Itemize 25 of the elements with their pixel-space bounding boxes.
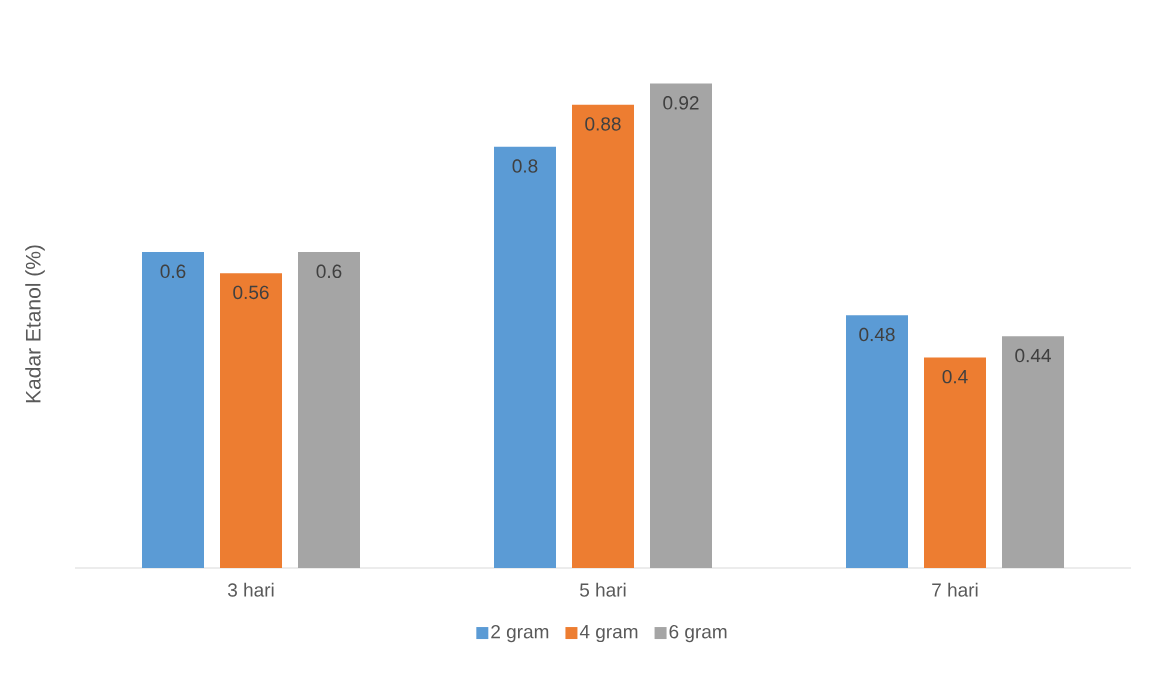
x-tick-label: 3 hari xyxy=(227,582,274,597)
x-tick-label: 5 hari xyxy=(580,582,626,597)
data-label: 0.8 xyxy=(512,159,538,173)
data-label: 0.56 xyxy=(233,285,269,300)
data-label: 0.6 xyxy=(160,264,186,279)
bar xyxy=(572,104,634,568)
bar xyxy=(494,146,556,568)
bar xyxy=(220,273,282,568)
legend-label: 4 gram xyxy=(579,625,638,643)
data-label: 0.6 xyxy=(316,264,342,279)
bar xyxy=(298,252,360,568)
bar xyxy=(650,83,712,568)
y-axis-title: Kadar Etanol (%) xyxy=(25,245,45,403)
data-label: 0.48 xyxy=(859,327,895,342)
bar xyxy=(142,252,204,568)
data-label: 0.4 xyxy=(942,369,968,384)
legend-label: 2 gram xyxy=(491,624,549,643)
bar xyxy=(924,357,987,568)
x-tick-label: 7 hari xyxy=(932,582,978,597)
bar xyxy=(846,315,908,568)
legend-label: 6 gram xyxy=(669,624,727,643)
data-label: 0.92 xyxy=(663,96,699,110)
data-label: 0.44 xyxy=(1015,348,1051,363)
data-label: 0.88 xyxy=(585,117,621,131)
bar xyxy=(1002,336,1065,568)
